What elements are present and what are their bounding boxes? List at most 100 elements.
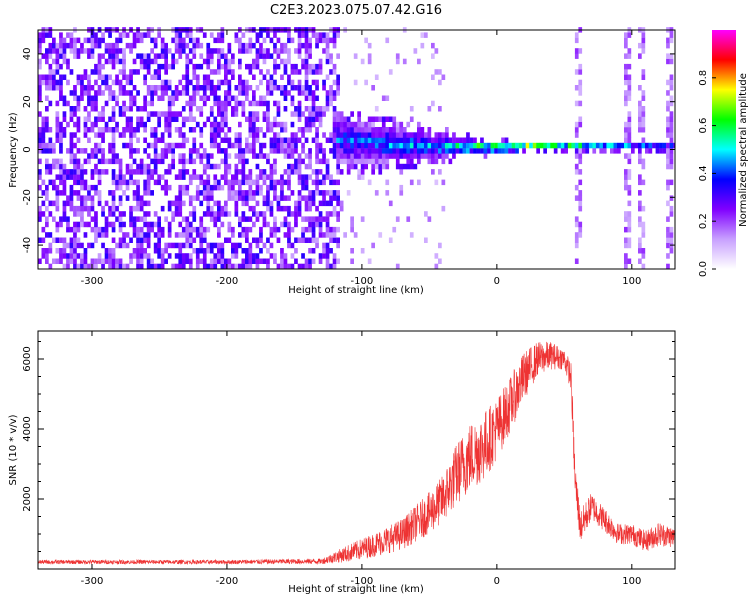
- heatmap-cell-741: [139, 226, 144, 233]
- heatmap-cell-550: [111, 111, 116, 117]
- heatmap-cell-2841: [669, 95, 674, 101]
- heatmap-cell-1236: [209, 211, 214, 217]
- heatmap-cell-1819: [287, 37, 291, 44]
- heatmap-cell-147: [59, 248, 63, 254]
- heatmap-cell-110: [52, 79, 56, 86]
- heatmap-cell-706: [136, 258, 140, 264]
- heatmap-cell-513: [108, 148, 112, 154]
- heatmap-cell-8: [38, 158, 42, 165]
- heatmap-cell-2492: [434, 142, 439, 149]
- heatmap-cell-886: [160, 248, 165, 254]
- heatmap-cell-137: [55, 85, 60, 91]
- heatmap-cell-2687: [624, 90, 628, 96]
- heatmap-cell-1198: [202, 100, 207, 107]
- heatmap-cell-474: [101, 116, 105, 122]
- heatmap-cell-2524: [448, 148, 453, 154]
- heatmap-cell-1195: [202, 153, 207, 159]
- heatmap-cell-1084: [188, 237, 193, 243]
- heatmap-cell-567: [115, 179, 119, 186]
- heatmap-cell-2304: [371, 163, 375, 170]
- heatmap-cell-1881: [297, 116, 302, 122]
- heatmap-cell-1115: [192, 174, 197, 180]
- heatmap-cell-1163: [199, 216, 204, 222]
- heatmap-cell-1550: [252, 211, 256, 217]
- spectrogram-xtick-label--200: -200: [216, 276, 239, 287]
- heatmap-cell-55: [45, 190, 49, 196]
- heatmap-cell-1556: [252, 148, 256, 154]
- heatmap-cell-1827: [290, 190, 295, 196]
- heatmap-cell-1319: [220, 221, 225, 228]
- heatmap-cell-2148: [332, 111, 337, 117]
- heatmap-cell-795: [146, 179, 151, 186]
- heatmap-cell-817: [150, 174, 154, 180]
- heatmap-cell-1213: [206, 195, 211, 201]
- heatmap-cell-2642: [578, 79, 583, 86]
- heatmap-cell-1082: [188, 253, 193, 259]
- heatmap-cell-2653: [592, 142, 597, 149]
- heatmap-cell-492: [104, 169, 109, 175]
- heatmap-cell-2714: [627, 121, 632, 128]
- colorbar-tick-label-2: 0.4: [698, 165, 709, 181]
- heatmap-cell-2171: [336, 158, 340, 165]
- heatmap-cell-361: [87, 190, 91, 196]
- heatmap-cell-1094: [188, 153, 193, 159]
- heatmap-cell-2763: [641, 163, 646, 170]
- heatmap-cell-509: [108, 211, 112, 217]
- heatmap-cell-1701: [273, 216, 277, 222]
- heatmap-cell-2226: [350, 226, 354, 233]
- heatmap-cell-106: [52, 158, 56, 165]
- heatmap-cell-813: [150, 258, 154, 264]
- heatmap-cell-2771: [641, 106, 646, 112]
- heatmap-cell-2098: [325, 90, 330, 96]
- heatmap-cell-2246: [353, 132, 358, 138]
- heatmap-cell-1915: [301, 42, 305, 49]
- spectrogram-xtick-label-100: 100: [622, 276, 641, 287]
- heatmap-cell-629: [122, 63, 126, 70]
- heatmap-cell-1577: [255, 216, 260, 222]
- heatmap-cell-2636: [578, 142, 583, 149]
- heatmap-cell-349: [83, 90, 88, 96]
- heatmap-cell-2168: [336, 179, 340, 186]
- heatmap-cell-1490: [241, 32, 246, 38]
- heatmap-cell-2690: [624, 69, 628, 75]
- heatmap-cell-289: [76, 179, 81, 186]
- snr-y-label: SNR (10 * v/v): [8, 414, 19, 485]
- heatmap-cell-2540: [462, 137, 467, 143]
- heatmap-cell-546: [111, 137, 116, 143]
- heatmap-cell-1398: [231, 232, 235, 238]
- heatmap-cell-1587: [255, 132, 260, 138]
- heatmap-cell-1127: [192, 74, 197, 80]
- heatmap-cell-2322: [374, 132, 379, 138]
- heatmap-cell-2083: [325, 232, 330, 238]
- heatmap-cell-1860: [294, 106, 298, 112]
- heatmap-cell-2509: [441, 179, 446, 186]
- heatmap-cell-2563: [494, 148, 498, 154]
- heatmap-cell-776: [143, 95, 147, 101]
- heatmap-cell-1834: [290, 132, 295, 138]
- heatmap-cell-1113: [192, 205, 197, 212]
- heatmap-cell-2046: [318, 148, 323, 154]
- heatmap-cell-2299: [367, 58, 372, 65]
- heatmap-cell-1715: [273, 100, 277, 107]
- heatmap-cell-2118: [329, 137, 333, 143]
- heatmap-cell-1996: [311, 111, 316, 117]
- heatmap-cell-1406: [231, 111, 235, 117]
- heatmap-cell-2243: [353, 148, 358, 154]
- heatmap-cell-1772: [283, 232, 288, 238]
- heatmap-cell-1914: [301, 58, 305, 65]
- heatmap-cell-139: [55, 69, 60, 75]
- heatmap-cell-204: [66, 242, 70, 249]
- heatmap-cell-1664: [266, 90, 270, 96]
- heatmap-cell-232: [69, 169, 74, 175]
- heatmap-cell-2121: [329, 95, 333, 101]
- heatmap-cell-217: [66, 58, 70, 65]
- heatmap-cell-1055: [185, 253, 190, 259]
- heatmap-cell-751: [139, 106, 144, 112]
- heatmap-cell-561: [115, 263, 119, 270]
- heatmap-cell-1633: [262, 142, 267, 149]
- heatmap-cell-10: [38, 142, 42, 149]
- heatmap-cell-2007: [315, 237, 319, 243]
- heatmap-cell-224: [69, 237, 74, 243]
- heatmap-cell-2560: [487, 142, 491, 149]
- heatmap-cell-1988: [311, 200, 316, 207]
